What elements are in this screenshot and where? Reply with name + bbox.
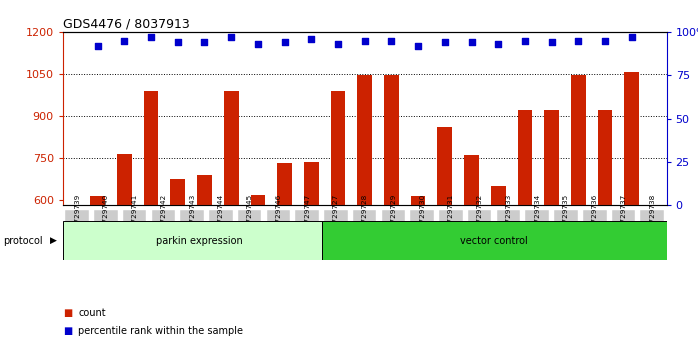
Text: ▶: ▶ xyxy=(50,236,57,245)
Bar xyxy=(464,155,479,354)
FancyBboxPatch shape xyxy=(497,210,520,222)
Text: GSM729744: GSM729744 xyxy=(218,194,224,238)
Bar xyxy=(117,154,132,354)
FancyBboxPatch shape xyxy=(180,210,204,222)
FancyBboxPatch shape xyxy=(583,210,607,222)
Text: GDS4476 / 8037913: GDS4476 / 8037913 xyxy=(63,18,190,31)
FancyBboxPatch shape xyxy=(554,210,578,222)
Text: GSM729735: GSM729735 xyxy=(563,194,569,238)
FancyBboxPatch shape xyxy=(151,210,175,222)
Text: GSM729740: GSM729740 xyxy=(103,194,109,238)
Point xyxy=(279,39,290,45)
Text: GSM729742: GSM729742 xyxy=(161,194,166,238)
Point xyxy=(172,39,184,45)
Point xyxy=(332,41,343,47)
FancyBboxPatch shape xyxy=(66,210,89,222)
Point xyxy=(600,38,611,44)
Point xyxy=(199,39,210,45)
Text: GSM729741: GSM729741 xyxy=(132,194,138,238)
Text: GSM729731: GSM729731 xyxy=(448,194,454,238)
Point xyxy=(626,34,637,40)
Text: GSM729745: GSM729745 xyxy=(246,194,253,238)
Text: GSM729727: GSM729727 xyxy=(333,194,339,238)
FancyBboxPatch shape xyxy=(410,210,434,222)
Text: GSM729747: GSM729747 xyxy=(304,194,310,238)
Text: percentile rank within the sample: percentile rank within the sample xyxy=(78,326,243,336)
Text: ■: ■ xyxy=(63,308,72,318)
Point xyxy=(546,39,557,45)
FancyBboxPatch shape xyxy=(324,210,348,222)
Bar xyxy=(251,195,265,354)
Point xyxy=(359,38,370,44)
FancyBboxPatch shape xyxy=(94,210,118,222)
FancyBboxPatch shape xyxy=(295,210,319,222)
Bar xyxy=(277,163,292,354)
Bar xyxy=(170,179,185,354)
Point xyxy=(413,43,424,48)
Text: GSM729739: GSM729739 xyxy=(74,194,80,238)
FancyBboxPatch shape xyxy=(468,210,491,222)
Point xyxy=(439,39,450,45)
Point xyxy=(493,41,504,47)
Bar xyxy=(597,110,612,354)
Text: GSM729728: GSM729728 xyxy=(362,194,368,238)
Bar xyxy=(544,110,559,354)
Text: protocol: protocol xyxy=(3,236,43,246)
Text: GSM729743: GSM729743 xyxy=(189,194,195,238)
Bar xyxy=(411,195,426,354)
Text: GSM729733: GSM729733 xyxy=(505,194,512,238)
Bar xyxy=(571,75,586,354)
Bar xyxy=(224,91,239,354)
FancyBboxPatch shape xyxy=(382,210,406,222)
Bar xyxy=(304,162,318,354)
FancyBboxPatch shape xyxy=(123,210,147,222)
Bar xyxy=(438,127,452,354)
Text: GSM729736: GSM729736 xyxy=(592,194,597,238)
FancyBboxPatch shape xyxy=(63,221,322,260)
Bar xyxy=(491,186,505,354)
Text: parkin expression: parkin expression xyxy=(156,236,243,246)
Text: ■: ■ xyxy=(63,326,72,336)
FancyBboxPatch shape xyxy=(611,210,635,222)
Point xyxy=(145,34,156,40)
Point xyxy=(519,38,530,44)
FancyBboxPatch shape xyxy=(353,210,376,222)
Bar xyxy=(518,110,533,354)
Point xyxy=(252,41,263,47)
FancyBboxPatch shape xyxy=(526,210,549,222)
Bar xyxy=(144,91,158,354)
FancyBboxPatch shape xyxy=(439,210,463,222)
Text: GSM729734: GSM729734 xyxy=(534,194,540,238)
FancyBboxPatch shape xyxy=(641,210,664,222)
Bar xyxy=(384,75,399,354)
Point xyxy=(92,43,103,48)
Point xyxy=(573,38,584,44)
Text: GSM729730: GSM729730 xyxy=(419,194,425,238)
Point xyxy=(225,34,237,40)
Bar xyxy=(357,75,372,354)
Text: vector control: vector control xyxy=(460,236,528,246)
Bar xyxy=(331,91,346,354)
Point xyxy=(386,38,397,44)
FancyBboxPatch shape xyxy=(209,210,232,222)
FancyBboxPatch shape xyxy=(322,221,681,260)
Bar xyxy=(197,175,211,354)
Text: GSM729738: GSM729738 xyxy=(649,194,655,238)
FancyBboxPatch shape xyxy=(238,210,262,222)
Bar xyxy=(90,195,105,354)
Point xyxy=(466,39,477,45)
Bar xyxy=(625,73,639,354)
Text: GSM729746: GSM729746 xyxy=(276,194,281,238)
Text: GSM729732: GSM729732 xyxy=(477,194,483,238)
Point xyxy=(119,38,130,44)
Text: GSM729729: GSM729729 xyxy=(390,194,396,238)
Text: count: count xyxy=(78,308,106,318)
Text: GSM729737: GSM729737 xyxy=(621,194,627,238)
Point xyxy=(306,36,317,42)
FancyBboxPatch shape xyxy=(267,210,290,222)
